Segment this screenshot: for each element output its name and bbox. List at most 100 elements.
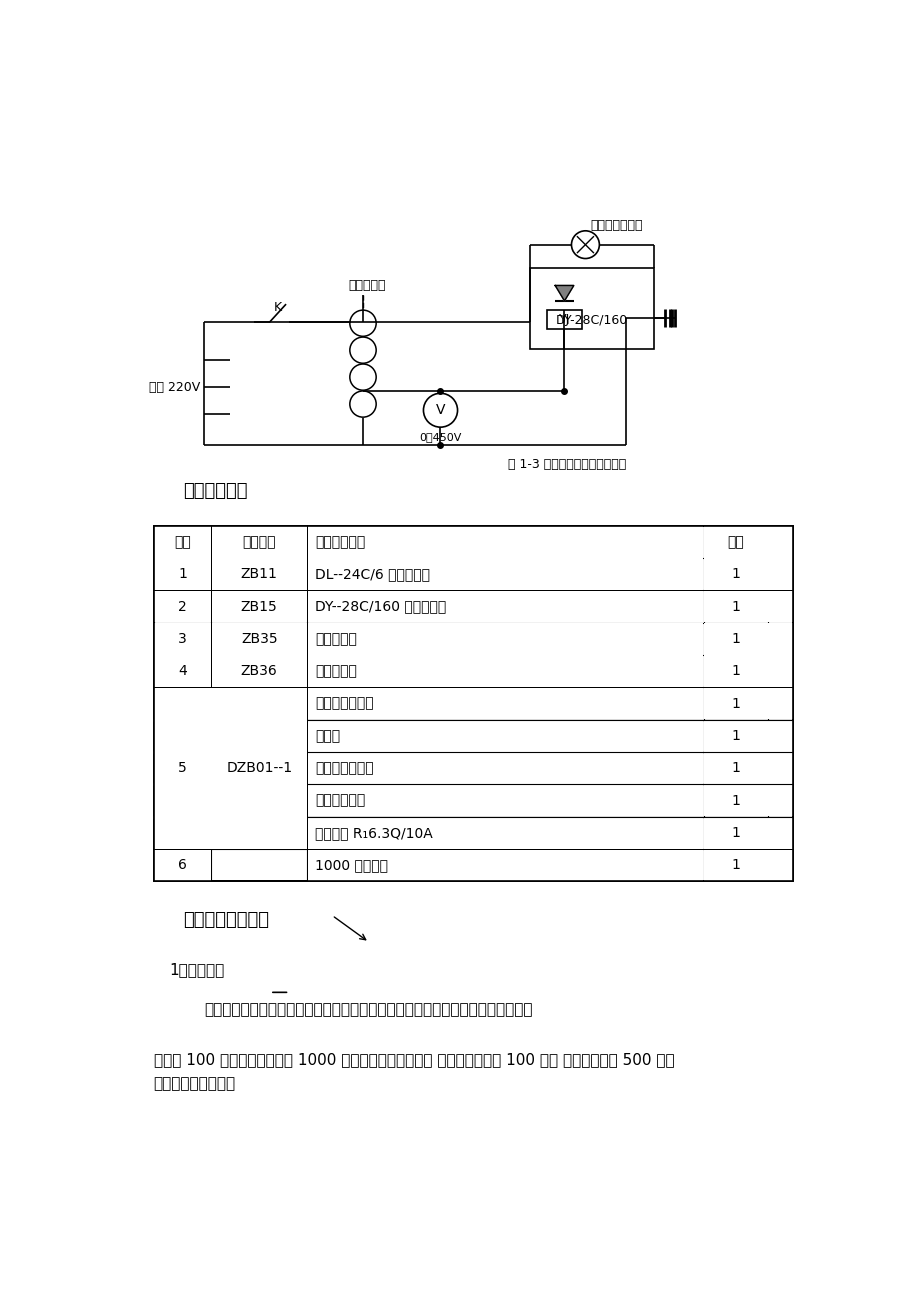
- Text: 5: 5: [178, 696, 187, 710]
- Text: 1: 1: [731, 696, 739, 710]
- Text: 1: 1: [731, 665, 739, 678]
- Text: 可调电阻 R₁6.3Q/10A: 可调电阻 R₁6.3Q/10A: [314, 826, 432, 840]
- Text: 1: 1: [731, 859, 739, 872]
- Text: DY--28C/160 电压继电器: DY--28C/160 电压继电器: [314, 600, 446, 614]
- Text: 1、绝缘测试: 1、绝缘测试: [169, 963, 224, 977]
- Text: 交流电流表: 交流电流表: [313, 632, 355, 645]
- Bar: [307, 656, 702, 687]
- Text: 2: 2: [178, 600, 187, 614]
- Bar: [154, 688, 306, 848]
- Bar: [703, 526, 792, 558]
- Bar: [153, 526, 792, 882]
- Text: 1000 伏兆欧表: 1000 伏兆欧表: [313, 859, 386, 872]
- Bar: [529, 268, 652, 349]
- Text: DL--24C/6 电流继电器: DL--24C/6 电流继电器: [505, 567, 619, 582]
- Text: 2: 2: [178, 600, 187, 614]
- Text: 单相交流电源: 单相交流电源: [314, 794, 365, 808]
- Text: 1: 1: [731, 794, 739, 808]
- Text: 图 1-3 过电压继电器实验接线图: 图 1-3 过电压继电器实验接线图: [507, 458, 626, 471]
- Text: V: V: [436, 403, 445, 418]
- Text: 5: 5: [178, 761, 187, 775]
- Text: 单相自耦调压器: 单相自耦调压器: [505, 696, 563, 710]
- Text: 交流电流表: 交流电流表: [505, 632, 547, 645]
- Text: 单相交流电源: 单相交流电源: [313, 794, 363, 808]
- Text: 交流电压表: 交流电压表: [313, 665, 355, 678]
- Text: K: K: [273, 302, 281, 315]
- Text: ZB11: ZB11: [241, 567, 278, 582]
- Bar: [307, 752, 702, 785]
- Bar: [153, 526, 792, 882]
- Bar: [211, 623, 306, 654]
- Bar: [703, 558, 792, 591]
- Text: 可调电阻 R₁6.3Q/10A: 可调电阻 R₁6.3Q/10A: [313, 826, 431, 840]
- Text: 触点通断指示灯: 触点通断指示灯: [505, 761, 563, 775]
- Text: 6: 6: [178, 859, 187, 872]
- Text: 1: 1: [178, 567, 187, 582]
- Text: YJ: YJ: [558, 312, 570, 325]
- Text: 1000 伏兆欧表: 1000 伏兆欧表: [314, 859, 388, 872]
- Text: 1: 1: [731, 600, 739, 614]
- Text: 四、实验设备: 四、实验设备: [183, 483, 247, 500]
- Bar: [703, 817, 792, 848]
- Text: 五、验步骤和要求: 五、验步骤和要求: [183, 911, 269, 929]
- Text: 欧表测定绝缘电阻。: 欧表测定绝缘电阻。: [153, 1076, 235, 1090]
- Text: 触点通断指示灯: 触点通断指示灯: [313, 761, 371, 775]
- Text: 触点通断指示灯: 触点通断指示灯: [314, 761, 373, 775]
- Text: 变流器: 变流器: [314, 729, 340, 743]
- Bar: [703, 850, 792, 881]
- Text: 1: 1: [731, 761, 739, 775]
- Bar: [211, 558, 306, 591]
- Text: 可调电阻 R₁6.3Q/10A: 可调电阻 R₁6.3Q/10A: [505, 826, 622, 840]
- Bar: [703, 752, 792, 785]
- Text: 4: 4: [178, 665, 187, 678]
- Text: 自耦调压器: 自耦调压器: [347, 278, 385, 291]
- Text: DY-28C/160: DY-28C/160: [555, 314, 627, 327]
- Text: 1: 1: [731, 632, 739, 645]
- Bar: [154, 558, 210, 591]
- Text: 交流电压表: 交流电压表: [314, 665, 357, 678]
- Bar: [307, 526, 702, 558]
- Text: DZB01--1: DZB01--1: [226, 761, 292, 775]
- Text: 变流器: 变流器: [505, 729, 530, 743]
- Text: ZB15: ZB15: [241, 600, 278, 614]
- Text: ZB35: ZB35: [241, 632, 278, 645]
- Text: 1: 1: [731, 729, 739, 743]
- Bar: [546, 310, 582, 329]
- Bar: [307, 591, 702, 622]
- Text: 单相自耦调压器: 单相自耦调压器: [313, 696, 371, 710]
- Text: DY--28C/160 电压继电器: DY--28C/160 电压继电器: [505, 600, 636, 614]
- Text: DY--28C/160 电压继电器: DY--28C/160 电压继电器: [313, 600, 444, 614]
- Text: 使用仪器名称: 使用仪器名称: [314, 535, 365, 549]
- Text: 0～450V: 0～450V: [419, 432, 461, 442]
- Text: 触点通断指示灯: 触点通断指示灯: [589, 219, 642, 232]
- Bar: [211, 591, 306, 622]
- Text: 1: 1: [731, 729, 739, 743]
- Text: 4: 4: [178, 665, 187, 678]
- Text: 变流器: 变流器: [313, 729, 338, 743]
- Text: 电压为 100 伏及以上者，应用 1000 伏兆欧表测定绝缘电阻 对于额定电压为 100 伏以 下者，则应用 500 伏兆: 电压为 100 伏及以上者，应用 1000 伏兆欧表测定绝缘电阻 对于额定电压为…: [153, 1053, 674, 1068]
- Text: 1000 伏兆欧表: 1000 伏兆欧表: [505, 859, 578, 872]
- Bar: [154, 850, 210, 881]
- Text: 序号: 序号: [174, 535, 190, 549]
- Text: 单相交流电源: 单相交流电源: [505, 794, 555, 808]
- Bar: [307, 785, 702, 817]
- Text: 1: 1: [731, 826, 739, 840]
- Text: 交流 220V: 交流 220V: [149, 381, 200, 394]
- Text: 1: 1: [731, 567, 739, 582]
- Polygon shape: [554, 285, 573, 301]
- Bar: [703, 623, 792, 654]
- Text: ZB36: ZB36: [241, 665, 278, 678]
- Text: 1: 1: [731, 665, 739, 678]
- Text: 单相自耦调压器: 单相自耦调压器: [314, 696, 373, 710]
- Text: 1: 1: [731, 826, 739, 840]
- Text: 使用仪器名称: 使用仪器名称: [505, 535, 555, 549]
- Bar: [211, 526, 306, 558]
- Bar: [703, 656, 792, 687]
- Bar: [211, 656, 306, 687]
- Text: 设备名称: 设备名称: [243, 535, 276, 549]
- Text: 设备名称: 设备名称: [243, 535, 276, 549]
- Bar: [703, 721, 792, 752]
- Text: 单个继电器在新安装投入使用前或经过解体检修后，必须进行绝缘测试，对于额定: 单个继电器在新安装投入使用前或经过解体检修后，必须进行绝缘测试，对于额定: [204, 1003, 532, 1017]
- Text: 交流电流表: 交流电流表: [314, 632, 357, 645]
- Bar: [307, 721, 702, 752]
